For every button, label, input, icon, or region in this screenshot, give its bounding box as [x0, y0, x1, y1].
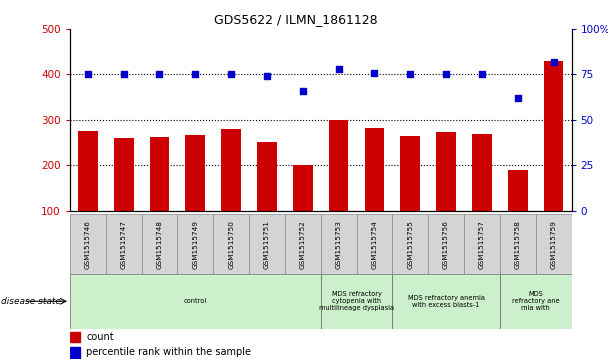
- Text: MDS
refractory ane
mia with: MDS refractory ane mia with: [512, 291, 559, 311]
- Bar: [500, 214, 536, 274]
- Bar: [472, 134, 492, 211]
- Text: GSM1515754: GSM1515754: [371, 220, 378, 269]
- Point: [119, 72, 128, 77]
- Bar: [508, 170, 528, 211]
- Text: GSM1515755: GSM1515755: [407, 220, 413, 269]
- Bar: [185, 135, 205, 211]
- Point: [370, 70, 379, 76]
- Point: [513, 95, 523, 101]
- Text: GSM1515758: GSM1515758: [515, 220, 521, 269]
- Text: GSM1515749: GSM1515749: [192, 220, 198, 269]
- Bar: [70, 347, 80, 358]
- Bar: [221, 129, 241, 211]
- Bar: [392, 214, 428, 274]
- Text: GSM1515759: GSM1515759: [551, 220, 556, 269]
- Point: [226, 72, 236, 77]
- Text: GSM1515752: GSM1515752: [300, 220, 306, 269]
- Text: GSM1515746: GSM1515746: [85, 220, 91, 269]
- Text: percentile rank within the sample: percentile rank within the sample: [86, 347, 252, 358]
- Bar: [365, 128, 384, 211]
- Text: GSM1515747: GSM1515747: [120, 220, 126, 269]
- Text: MDS refractory
cytopenia with
multilineage dysplasia: MDS refractory cytopenia with multilinea…: [319, 291, 394, 311]
- Text: GSM1515756: GSM1515756: [443, 220, 449, 269]
- Bar: [293, 165, 313, 211]
- Bar: [401, 136, 420, 211]
- Bar: [257, 143, 277, 211]
- Text: GSM1515751: GSM1515751: [264, 220, 270, 269]
- Point: [549, 59, 559, 65]
- Bar: [70, 274, 321, 329]
- Text: GSM1515748: GSM1515748: [156, 220, 162, 269]
- Bar: [464, 214, 500, 274]
- Bar: [437, 132, 456, 211]
- Bar: [150, 136, 170, 211]
- Bar: [356, 214, 392, 274]
- Point: [298, 88, 308, 94]
- Text: control: control: [184, 298, 207, 304]
- Bar: [321, 214, 356, 274]
- Bar: [70, 214, 106, 274]
- Bar: [536, 214, 572, 274]
- Text: MDS refractory anemia
with excess blasts-1: MDS refractory anemia with excess blasts…: [407, 295, 485, 308]
- Bar: [78, 131, 98, 211]
- Text: GSM1515750: GSM1515750: [228, 220, 234, 269]
- Bar: [500, 274, 572, 329]
- Point: [83, 72, 92, 77]
- Text: GSM1515753: GSM1515753: [336, 220, 342, 269]
- Bar: [142, 214, 178, 274]
- Text: count: count: [86, 332, 114, 342]
- Title: GDS5622 / ILMN_1861128: GDS5622 / ILMN_1861128: [214, 13, 378, 26]
- Point: [154, 72, 164, 77]
- Bar: [544, 61, 564, 211]
- Point: [262, 73, 272, 79]
- Bar: [213, 214, 249, 274]
- Bar: [178, 214, 213, 274]
- Bar: [428, 214, 464, 274]
- Point: [190, 72, 200, 77]
- Point: [334, 66, 344, 72]
- Bar: [285, 214, 321, 274]
- Point: [406, 72, 415, 77]
- Bar: [321, 274, 392, 329]
- Text: disease state: disease state: [1, 297, 61, 306]
- Bar: [106, 214, 142, 274]
- Bar: [114, 138, 134, 211]
- Bar: [70, 332, 80, 342]
- Bar: [329, 120, 348, 211]
- Point: [477, 72, 487, 77]
- Point: [441, 72, 451, 77]
- Bar: [392, 274, 500, 329]
- Bar: [249, 214, 285, 274]
- Text: GSM1515757: GSM1515757: [479, 220, 485, 269]
